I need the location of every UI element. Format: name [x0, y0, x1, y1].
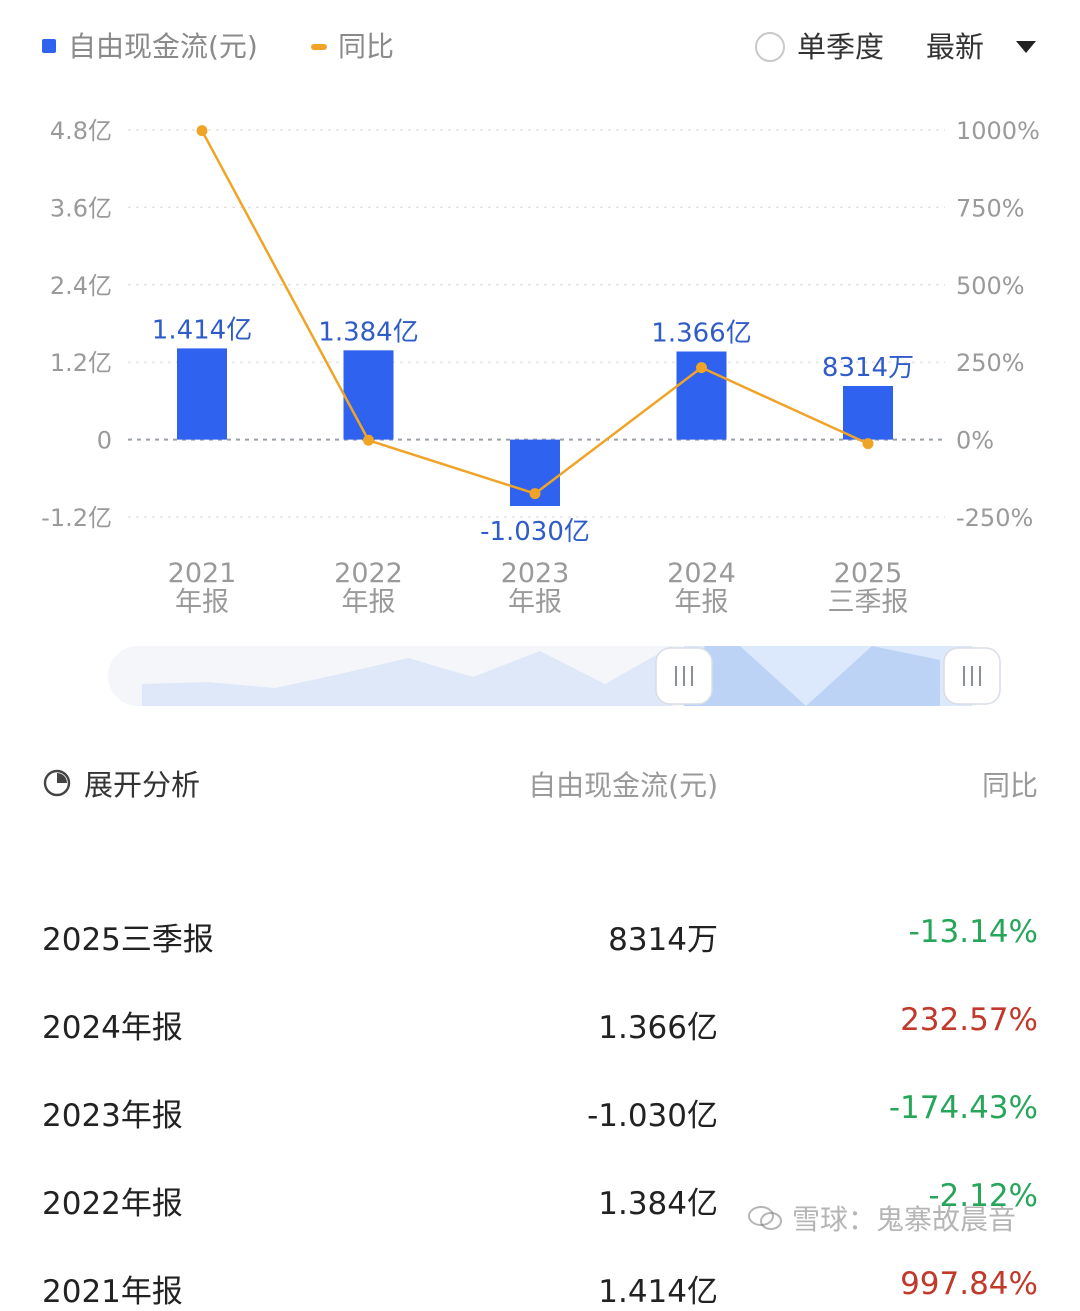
- single-quarter-toggle[interactable]: 单季度: [755, 30, 884, 64]
- table-header: 展开分析 自由现金流(元) 同比: [42, 748, 1038, 816]
- caret-down-icon: [1016, 41, 1036, 53]
- grip-icon: [675, 666, 693, 686]
- x-category-label: 2025 三季报: [828, 558, 909, 618]
- slider-handle-left[interactable]: [655, 647, 713, 705]
- legend-bar-label: 自由现金流(元): [68, 30, 258, 63]
- yoy-point[interactable]: [696, 362, 707, 374]
- row-yoy: -13.14%: [908, 914, 1038, 950]
- x-category-label-line: 年报: [342, 587, 396, 618]
- bar-data-label: 1.414亿: [152, 315, 252, 345]
- grip-icon: [963, 666, 981, 686]
- y-left-tick-label: 0: [97, 427, 112, 455]
- x-category-label-line: 年报: [675, 587, 729, 618]
- bar[interactable]: [843, 385, 893, 440]
- column-header-value: 自由现金流(元): [528, 769, 718, 802]
- yoy-point[interactable]: [196, 125, 208, 137]
- y-left-tick-label: -1.2亿: [41, 504, 112, 532]
- x-category-label: 2023 年报: [501, 558, 570, 618]
- yoy-point[interactable]: [363, 434, 374, 446]
- single-quarter-label: 单季度: [797, 30, 884, 64]
- row-period: 2024年报: [42, 1010, 183, 1046]
- column-header-yoy: 同比: [981, 769, 1038, 802]
- slider-handle-right[interactable]: [943, 647, 1001, 705]
- y-right-tick-label: 0%: [956, 427, 994, 455]
- range-slider[interactable]: [108, 646, 1001, 706]
- y-right-tick-label: 250%: [956, 349, 1025, 377]
- bar-data-label: 1.384亿: [318, 317, 418, 347]
- row-period: 2022年报: [42, 1186, 183, 1222]
- table-row[interactable]: 2024年报 1.366亿 232.57%: [42, 904, 1038, 1046]
- x-category-label: 2024 年报: [667, 558, 736, 618]
- y-left-tick-label: 3.6亿: [50, 194, 112, 222]
- x-category-label-line: 2022: [334, 558, 403, 589]
- wechat-icon: [748, 1206, 782, 1230]
- x-category-label: 2022 年报: [334, 558, 403, 618]
- row-period: 2021年报: [42, 1274, 183, 1310]
- latest-label: 最新: [926, 30, 984, 64]
- bar[interactable]: [343, 350, 394, 440]
- legend[interactable]: 自由现金流(元) 同比: [42, 30, 394, 63]
- y-right-tick-label: 500%: [956, 272, 1025, 300]
- chart: 自由现金流(元) 同比 单季度 最新 4.8亿 3.6亿 2.4亿 1.2亿 0 -1.2…: [41, 30, 1040, 706]
- x-category-label-line: 年报: [508, 587, 562, 618]
- bar[interactable]: [177, 348, 227, 440]
- row-yoy: -174.43%: [888, 1090, 1038, 1126]
- row-yoy: -2.12%: [928, 1178, 1038, 1214]
- pie-chart-icon: [43, 769, 71, 797]
- x-category-label-line: 年报: [175, 587, 229, 618]
- row-period: 2023年报: [42, 1098, 183, 1134]
- latest-dropdown[interactable]: 最新: [926, 30, 1036, 64]
- expand-analysis-button[interactable]: 展开分析: [42, 762, 200, 804]
- expand-analysis-label: 展开分析: [84, 768, 201, 802]
- x-category-label-line: 三季报: [828, 587, 909, 618]
- table-row[interactable]: 2023年报 -1.030亿 -174.43%: [42, 992, 1038, 1134]
- row-value: 1.366亿: [598, 1010, 718, 1046]
- y-right-tick-label: 1000%: [956, 117, 1040, 145]
- y-left-tick-label: 2.4亿: [50, 272, 112, 300]
- slider-preview-bright: [684, 646, 940, 706]
- x-category-label: 2021 年报: [168, 558, 237, 618]
- data-table: 展开分析 自由现金流(元) 同比 2025三季报 8314万 -13.14% 2024…: [42, 748, 1038, 1310]
- x-category-label-line: 2024: [667, 558, 736, 589]
- slider-preview-dim: [142, 646, 672, 706]
- row-value: 8314万: [608, 922, 718, 958]
- watermark: 雪球：鬼寨故晨音: [748, 1198, 1016, 1238]
- row-value: 1.414亿: [598, 1274, 718, 1310]
- radio-icon[interactable]: [755, 32, 785, 62]
- yoy-point[interactable]: [529, 488, 541, 500]
- legend-line-label: 同比: [338, 30, 394, 63]
- x-category-label-line: 2025: [834, 558, 903, 589]
- legend-line-swatch: [311, 44, 327, 50]
- y-left-tick-label: 1.2亿: [50, 349, 112, 377]
- legend-bar-swatch: [42, 39, 56, 53]
- bar-data-label: 1.366亿: [651, 318, 751, 348]
- table-row[interactable]: 2022年报 1.384亿 -2.12%: [42, 1080, 1038, 1222]
- bar-data-label: 8314万: [822, 353, 914, 383]
- row-value: 1.384亿: [598, 1186, 718, 1222]
- row-value: -1.030亿: [587, 1098, 718, 1134]
- x-category-label-line: 2021: [168, 558, 237, 589]
- row-period: 2025三季报: [42, 922, 214, 958]
- yoy-point[interactable]: [862, 438, 874, 450]
- watermark-text: 雪球：鬼寨故晨音: [792, 1203, 1017, 1236]
- bar-data-label: -1.030亿: [480, 517, 590, 547]
- table-row[interactable]: 2025三季报 8314万 -13.14%: [42, 816, 1038, 958]
- y-right-tick-label: -250%: [956, 504, 1033, 532]
- row-yoy: 232.57%: [900, 1002, 1038, 1038]
- y-right-tick-label: 750%: [956, 194, 1025, 222]
- y-left-tick-label: 4.8亿: [50, 117, 112, 145]
- x-category-label-line: 2023: [501, 558, 570, 589]
- row-yoy: 997.84%: [900, 1266, 1038, 1302]
